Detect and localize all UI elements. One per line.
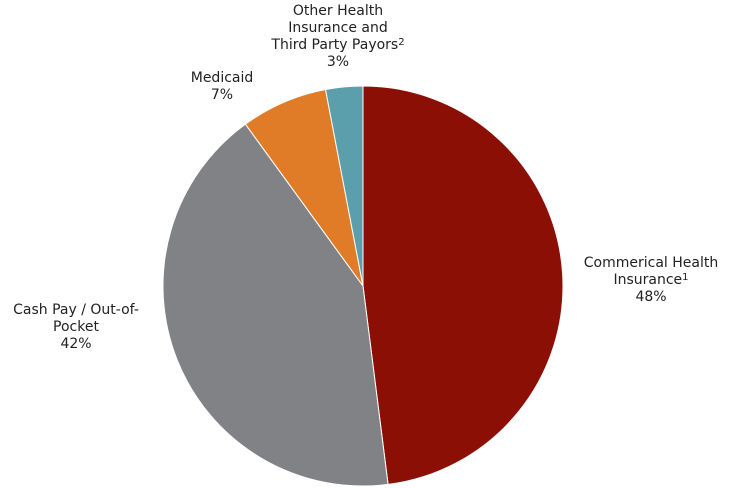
value-label-cash-pay: 42% bbox=[60, 336, 92, 352]
value-label-other: 3% bbox=[326, 54, 350, 70]
value-label-commercial: 48% bbox=[635, 289, 667, 305]
pie-slice-commerical-health-insurance bbox=[362, 85, 564, 485]
pie-slice-other-health-insurance-and-third-party-payors bbox=[324, 85, 364, 287]
label-commercial-health-insurance: Commerical Health Insurance1 48% bbox=[566, 255, 730, 306]
label-other-health-insurance: Other Health Insurance and Third Party P… bbox=[253, 3, 423, 71]
footnote-1: 1 bbox=[682, 272, 689, 283]
footnote-2: 2 bbox=[398, 37, 405, 48]
value-label-medicaid: 7% bbox=[210, 87, 234, 103]
pie-slice-cash-pay-out-of-pocket bbox=[162, 123, 389, 487]
label-cash-pay: Cash Pay / Out-of- Pocket 42% bbox=[0, 302, 152, 353]
label-medicaid: Medicaid 7% bbox=[172, 70, 272, 104]
